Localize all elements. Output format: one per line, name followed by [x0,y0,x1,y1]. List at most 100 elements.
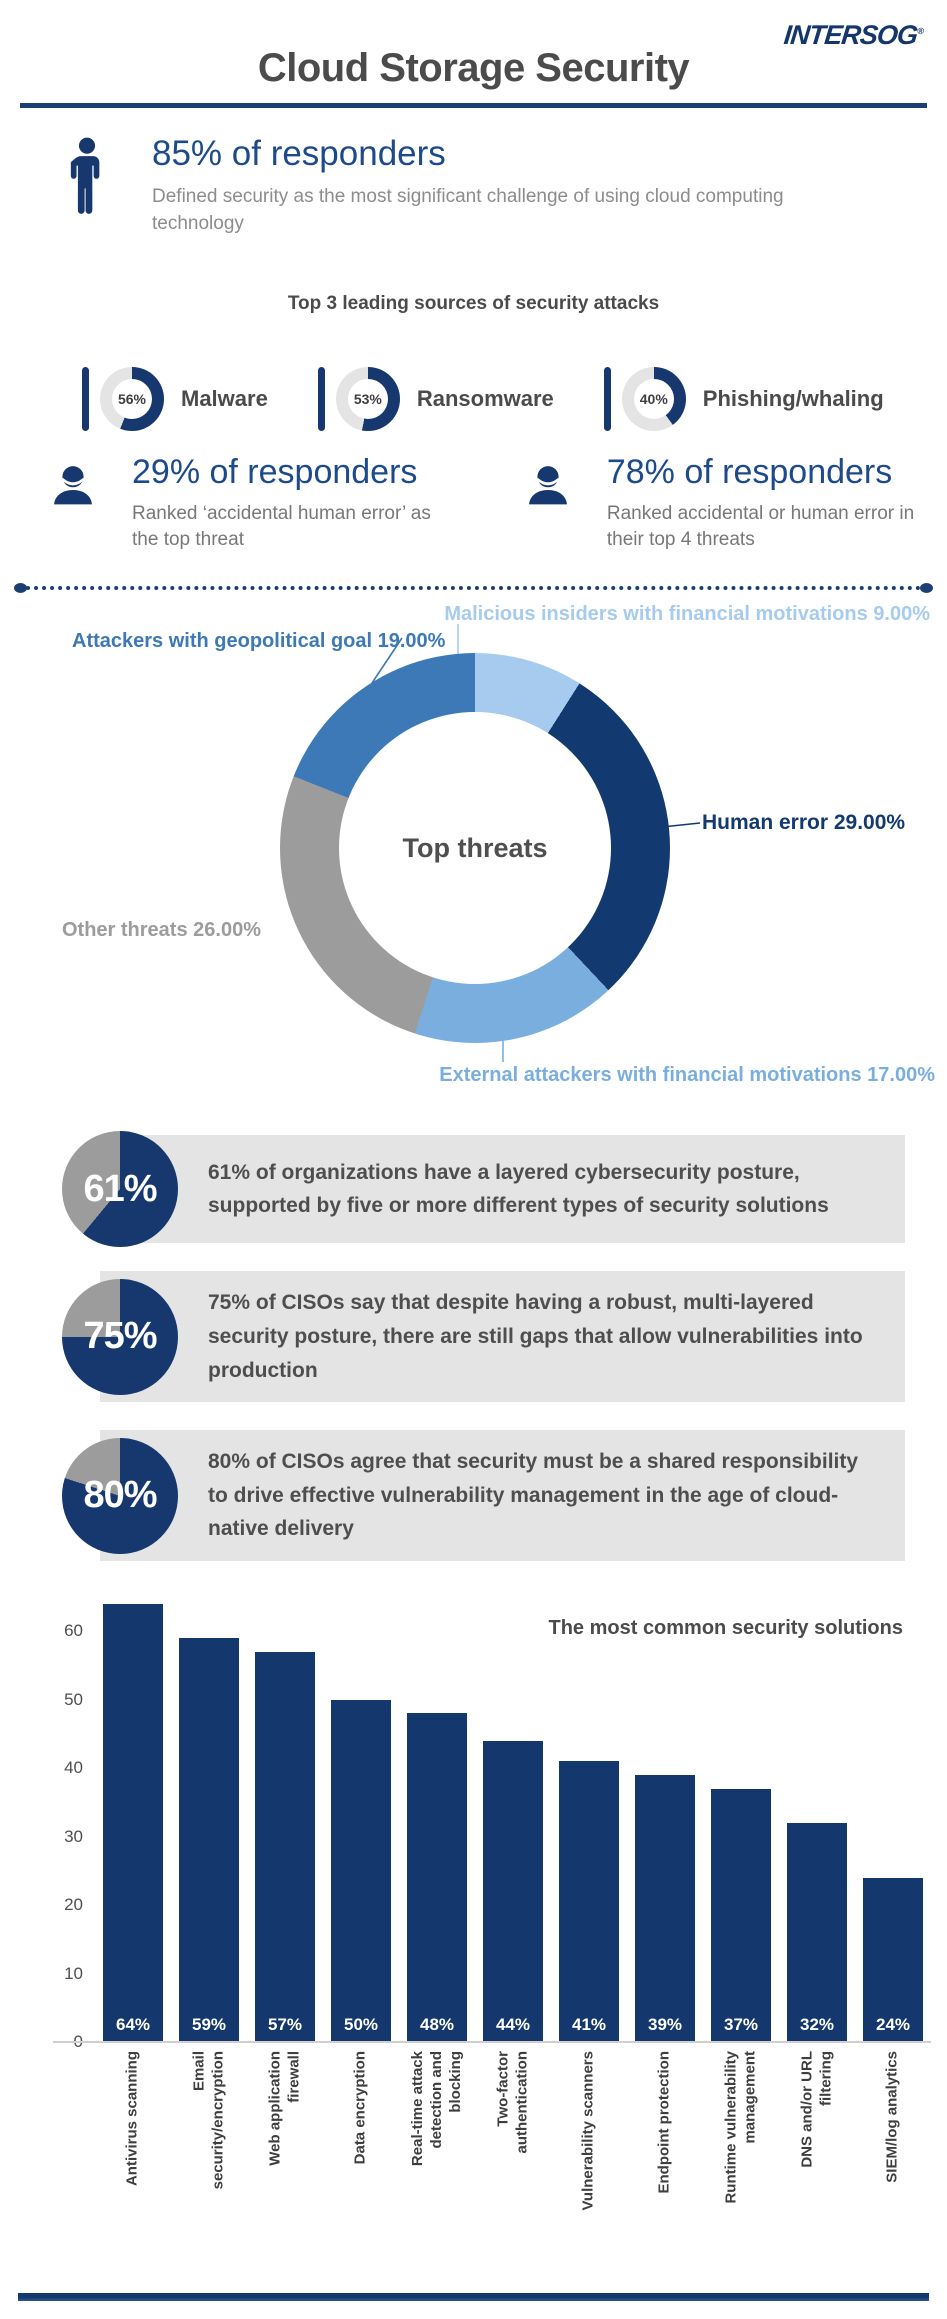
bar: 39% [635,1775,695,2043]
ciso-stat-percent: 75% [83,1315,157,1358]
gauge-hole: 53% [347,379,388,420]
bar: 44% [483,1740,543,2043]
ciso-stat-row: 75% 75% of CISOs say that despite having… [62,1271,905,1403]
bar-value-label: 50% [343,2015,379,2035]
gauge-label: Ransomware [416,386,554,412]
gauge-donut: 53% [335,367,400,432]
intro-stat-section: 85% of responders Defined security as th… [0,108,947,237]
x-label-cell: DNS and/or URL filtering [779,2046,855,2241]
slice-label-other-threats: Other threats 26.00% [62,919,261,942]
y-tick-label: 50 [64,1689,83,1709]
x-tick-label: Real-time attack detection and blocking [408,2050,464,2166]
y-tick-label: 40 [64,1758,83,1778]
bar-value-label: 59% [191,2015,227,2035]
slice-label-human-error: Human error 29.00% [702,811,906,835]
bar-slot: 39% [627,1597,703,2043]
x-label-cell: Vulnerability scanners [551,2046,627,2241]
bar-value-label: 37% [723,2015,759,2035]
y-tick-label: 10 [64,1963,83,1983]
x-tick-label: Web application firewall [266,2050,302,2166]
ciso-stat-text: 75% of CISOs say that despite having a r… [208,1291,863,1382]
top-threats-donut-chart: Top threats Malicious insiders with fina… [0,590,947,1095]
x-label-cell: Email security/encryption [171,2046,247,2241]
divider-end-dot [920,583,933,594]
y-tick-label: 20 [64,1895,83,1915]
responder-stat-description: Ranked ‘accidental human error’ as the t… [132,503,431,550]
gauge-percent-value: 56% [117,391,147,408]
y-tick-label: 30 [64,1826,83,1846]
bar: 48% [407,1713,467,2043]
bar-slot: 24% [855,1597,931,2043]
x-tick-label: DNS and/or URL filtering [798,2050,834,2168]
registered-mark-icon: ® [917,26,924,36]
bar-value-label: 44% [495,2015,531,2035]
responder-stats-row: 29% of responders Ranked ‘accidental hum… [0,453,947,552]
x-label-cell: Endpoint protection [627,2046,703,2241]
intro-stat-text: 85% of responders Defined security as th… [152,134,797,237]
bar: 59% [179,1638,239,2043]
y-tick-label: 60 [64,1621,83,1641]
attack-gauges-row: 56% Malware 53% Ransomware 40% Phishing/… [0,367,947,432]
intro-stat-description: Defined security as the most significant… [152,186,784,234]
bar: 64% [103,1603,163,2043]
donut-center-label: Top threats [402,832,548,863]
gauge-hole: 56% [112,379,152,420]
x-tick-label: SIEM/log analytics [883,2050,901,2183]
bar-value-label: 41% [571,2015,607,2035]
bar-value-label: 24% [875,2015,911,2035]
person-bust-icon [525,463,571,507]
security-solutions-bar-chart: The most common security solutions 64% 5… [0,1597,947,2241]
person-bust-icon [50,463,96,507]
bars-container: 64% 59% 57% 50% 48% 44% 41% [95,1597,931,2043]
person-icon [68,136,106,218]
gauge-donut: 56% [100,367,164,432]
ciso-stat-text: 61% of organizations have a layered cybe… [208,1160,829,1218]
gauge-donut: 40% [621,367,686,432]
responder-stat-text: 78% of responders Ranked accidental or h… [607,453,947,552]
header: INTERSOG® Cloud Storage Security [0,0,947,108]
ciso-stat-percent: 61% [83,1167,157,1210]
responder-stat-headline: 78% of responders [606,453,893,492]
ciso-stat-row: 61% 61% of organizations have a layered … [62,1131,905,1248]
ciso-stat-row: 80% 80% of CISOs agree that security mus… [62,1430,905,1562]
bar-slot: 32% [779,1597,855,2043]
gauge-percent-value: 53% [353,391,382,408]
responder-stat-29: 29% of responders Ranked ‘accidental hum… [50,453,453,552]
x-tick-label: Two-factor authentication [494,2050,530,2154]
ciso-stat-pie: 75% [62,1278,178,1395]
responder-stat-description: Ranked accidental or human error in thei… [606,503,915,550]
bar: 50% [331,1699,391,2043]
x-tick-label: Vulnerability scanners [579,2050,597,2211]
bar-plot: 64% 59% 57% 50% 48% 44% 41% [53,1597,931,2051]
bar-slot: 41% [551,1597,627,2043]
bar-slot: 59% [171,1597,247,2043]
x-tick-label: Email security/encryption [190,2050,226,2189]
responder-stat-78: 78% of responders Ranked accidental or h… [525,453,947,552]
bar-slot: 44% [475,1597,551,2043]
slice-label-malicious-insiders: Malicious insiders with financial motiva… [444,603,930,626]
slice-label-geopolitical: Attackers with geopolitical goal 19.00% [72,630,446,653]
gauge-accent-bar [603,367,611,432]
footer-bar [18,2293,929,2302]
bar-value-label: 32% [799,2015,835,2035]
bar-chart-title: The most common security solutions [548,1617,903,1640]
attack-source-gauge-group: 53% Ransomware [317,367,554,432]
gauge-percent-value: 40% [639,391,668,408]
ciso-stat-pie: 61% [62,1131,178,1248]
x-tick-label: Endpoint protection [655,2050,673,2194]
donut-hole: Top threats [339,712,611,985]
donut-ring: Top threats [280,653,670,1044]
responder-stat-text: 29% of responders Ranked ‘accidental hum… [132,453,453,552]
logo-text: INTERSOG [782,20,919,50]
page-title: Cloud Storage Security [257,46,690,90]
bar-slot: 50% [323,1597,399,2043]
gauge-label: Phishing/whaling [702,386,884,412]
ciso-stat-percent: 80% [83,1474,157,1517]
gauge-accent-bar [82,367,89,432]
x-label-cell: Runtime vulnerability management [703,2046,779,2241]
bar-slot: 64% [95,1597,171,2043]
gauge-accent-bar [317,367,325,432]
x-label-cell: Antivirus scanning [95,2046,171,2241]
intersog-logo: INTERSOG® [783,20,925,51]
bar: 37% [711,1788,771,2043]
